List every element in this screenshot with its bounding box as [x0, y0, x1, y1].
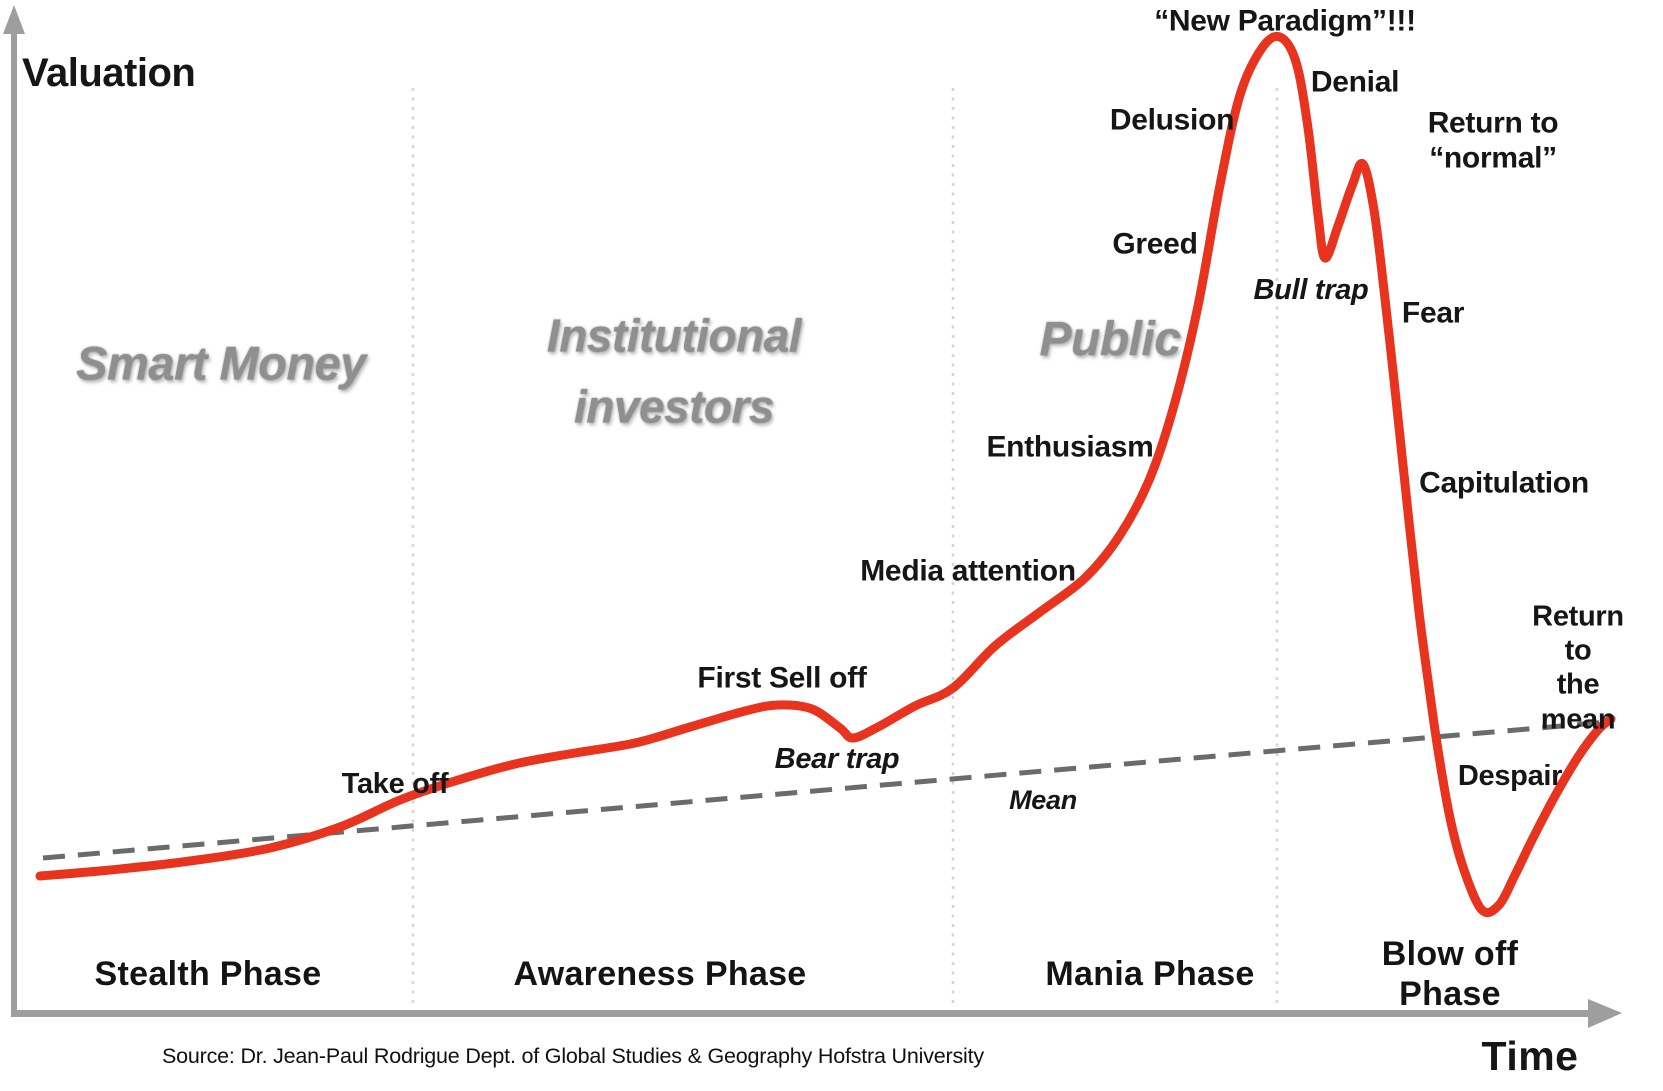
investor-group-label: Smart Money — [76, 336, 366, 390]
annotation-label: Media attention — [860, 554, 1076, 588]
phase-label: Awareness Phase — [513, 954, 807, 993]
y-axis — [11, 22, 17, 1013]
annotation-label: Mean — [1009, 785, 1077, 816]
y-axis-arrow-icon — [3, 5, 25, 34]
x-axis-label: Time — [1481, 1032, 1579, 1079]
annotation-label: First Sell off — [697, 661, 867, 695]
investor-group-label: Public — [1039, 312, 1181, 366]
annotation-label: Greed — [1112, 227, 1198, 261]
annotation-label: Return to “normal” — [1427, 106, 1559, 175]
annotation-label: Capitulation — [1419, 466, 1589, 500]
phase-label: Mania Phase — [1045, 954, 1255, 993]
annotation-label: Despair — [1457, 759, 1563, 792]
phase-dividers — [411, 88, 1279, 1008]
x-axis — [11, 1010, 1590, 1017]
investor-group-label: Institutional investors — [546, 309, 802, 433]
phase-label: Stealth Phase — [94, 954, 322, 993]
annotation-label: Take off — [341, 767, 449, 800]
annotation-label: Enthusiasm — [986, 430, 1154, 464]
annotation-label: Bear trap — [774, 742, 900, 775]
annotation-label: Denial — [1310, 65, 1400, 99]
annotation-label: Fear — [1401, 296, 1465, 330]
y-axis-label: Valuation — [22, 51, 196, 95]
source-credit: Source: Dr. Jean-Paul Rodrigue Dept. of … — [162, 1044, 984, 1068]
annotation-label: Delusion — [1109, 103, 1235, 137]
annotation-label: “New Paradigm”!!! — [1154, 4, 1416, 38]
x-axis-arrow-icon — [1588, 999, 1622, 1028]
phase-label: Blow off Phase — [1381, 934, 1519, 1013]
annotation-label: Bull trap — [1253, 273, 1369, 306]
annotation-label: Return to the mean — [1532, 600, 1624, 736]
valuation-curve — [35, 31, 1616, 917]
